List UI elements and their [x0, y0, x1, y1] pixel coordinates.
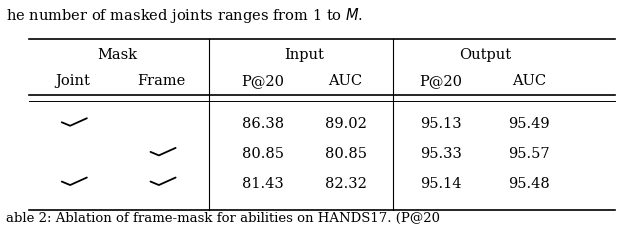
- Text: 95.14: 95.14: [420, 176, 462, 190]
- Text: he number of masked joints ranges from 1 to $M$.: he number of masked joints ranges from 1…: [6, 6, 363, 25]
- Text: P@20: P@20: [419, 74, 462, 88]
- Text: 80.85: 80.85: [325, 146, 366, 160]
- Text: P@20: P@20: [242, 74, 285, 88]
- Text: 89.02: 89.02: [325, 117, 366, 131]
- Text: 95.48: 95.48: [508, 176, 550, 190]
- Text: 86.38: 86.38: [242, 117, 284, 131]
- Text: 95.49: 95.49: [508, 117, 550, 131]
- Text: 95.33: 95.33: [420, 146, 462, 160]
- Text: 95.13: 95.13: [420, 117, 462, 131]
- Text: 80.85: 80.85: [242, 146, 284, 160]
- Text: Output: Output: [459, 47, 511, 62]
- Text: AUC: AUC: [328, 74, 363, 88]
- Text: 95.57: 95.57: [508, 146, 550, 160]
- Text: Input: Input: [285, 47, 324, 62]
- Text: 81.43: 81.43: [242, 176, 284, 190]
- Text: 82.32: 82.32: [325, 176, 366, 190]
- Text: Joint: Joint: [55, 74, 91, 88]
- Text: Frame: Frame: [138, 74, 186, 88]
- Text: able 2: Ablation of frame-mask for abilities on HANDS17. (P@20: able 2: Ablation of frame-mask for abili…: [6, 211, 441, 224]
- Text: Mask: Mask: [97, 47, 138, 62]
- Text: AUC: AUC: [512, 74, 547, 88]
